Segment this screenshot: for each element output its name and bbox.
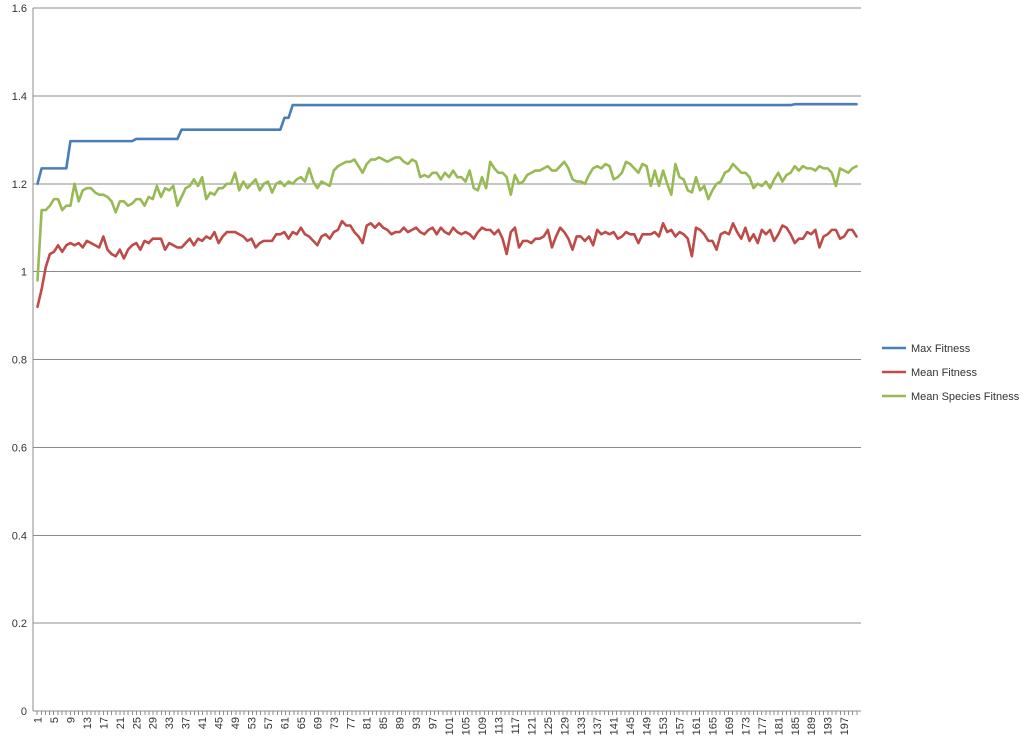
x-tick-label: 157 <box>675 717 687 735</box>
y-tick-label: 1.2 <box>12 179 27 191</box>
x-axis-tick-labels: 1 5 9 13 17 21 25 29 33 37 41 45 49 53 57 61 65 69 73 77 81 8… <box>33 717 852 735</box>
x-tick-label: 93 <box>411 717 423 729</box>
x-tick-label: 13 <box>82 717 94 729</box>
y-tick-label: 0 <box>21 706 27 718</box>
y-tick-label: 0.8 <box>12 355 27 367</box>
x-tick-label: 153 <box>658 717 670 735</box>
x-tick-label: 97 <box>428 717 440 729</box>
x-tick-label: 85 <box>378 717 390 729</box>
x-tick-label: 41 <box>197 717 209 729</box>
x-tick-label: 101 <box>444 717 456 735</box>
gridlines <box>33 7 861 624</box>
x-tick-label: 21 <box>115 717 127 729</box>
x-tick-label: 69 <box>312 717 324 729</box>
x-tick-label: 49 <box>230 717 242 729</box>
x-tick-label: 173 <box>740 717 752 735</box>
x-tick-label: 181 <box>773 717 785 735</box>
y-tick-label: 1.4 <box>12 91 27 103</box>
y-tick-label: 0.2 <box>12 618 27 630</box>
x-tick-label: 77 <box>345 717 357 729</box>
x-tick-label: 57 <box>263 717 275 729</box>
series-line-1 <box>36 102 858 186</box>
x-tick-label: 109 <box>477 717 489 735</box>
x-tick-label: 65 <box>296 717 308 729</box>
x-tick-label: 169 <box>724 717 736 735</box>
x-tick-label: 193 <box>823 717 835 735</box>
x-tick-label: 17 <box>98 717 110 729</box>
x-tick-label: 73 <box>329 717 341 729</box>
y-tick-label: 1 <box>21 267 27 279</box>
y-tick-label: 1.6 <box>12 3 27 15</box>
x-tick-label: 117 <box>510 717 522 735</box>
x-tick-label: 141 <box>609 717 621 735</box>
x-tick-label: 29 <box>148 717 160 729</box>
legend: Max Fitness Mean Fitness Mean Species Fitn… <box>882 343 1020 403</box>
x-tick-label: 129 <box>559 717 571 735</box>
y-tick-label: 0.4 <box>12 530 27 542</box>
y-axis-tick-labels: 0 0.2 0.4 0.6 0.8 1 1.2 1.4 1.6 <box>12 3 27 718</box>
x-tick-label: 113 <box>493 717 505 735</box>
y-tick-label: 0.6 <box>12 442 27 454</box>
x-tick-label: 177 <box>757 717 769 735</box>
x-tick-label: 37 <box>181 717 193 729</box>
legend-label: Mean Species Fitness <box>911 391 1020 403</box>
x-tick-label: 121 <box>526 717 538 735</box>
x-tick-label: 61 <box>279 717 291 729</box>
x-tick-label: 197 <box>839 717 851 735</box>
legend-label: Max Fitness <box>911 343 971 355</box>
x-tick-label: 125 <box>543 717 555 735</box>
x-tick-label: 45 <box>214 717 226 729</box>
series-line-3 <box>36 156 858 282</box>
series-lines <box>36 102 858 309</box>
x-tick-label: 105 <box>461 717 473 735</box>
x-tick-label: 189 <box>806 717 818 735</box>
x-tick-label: 137 <box>592 717 604 735</box>
x-tick-label: 5 <box>49 717 61 723</box>
x-tick-label: 185 <box>790 717 802 735</box>
x-tick-label: 25 <box>131 717 143 729</box>
x-tick-label: 145 <box>625 717 637 735</box>
x-tick-label: 1 <box>33 717 45 723</box>
x-tick-label: 89 <box>395 717 407 729</box>
x-tick-label: 165 <box>707 717 719 735</box>
x-tick-label: 133 <box>576 717 588 735</box>
x-tick-label: 161 <box>691 717 703 735</box>
x-tick-label: 9 <box>65 717 77 723</box>
x-tick-label: 33 <box>164 717 176 729</box>
series-line-2 <box>36 219 858 309</box>
x-tick-label: 149 <box>642 717 654 735</box>
legend-label: Mean Fitness <box>911 367 978 379</box>
x-tick-label: 53 <box>247 717 259 729</box>
axes <box>32 8 861 715</box>
x-tick-label: 81 <box>362 717 374 729</box>
